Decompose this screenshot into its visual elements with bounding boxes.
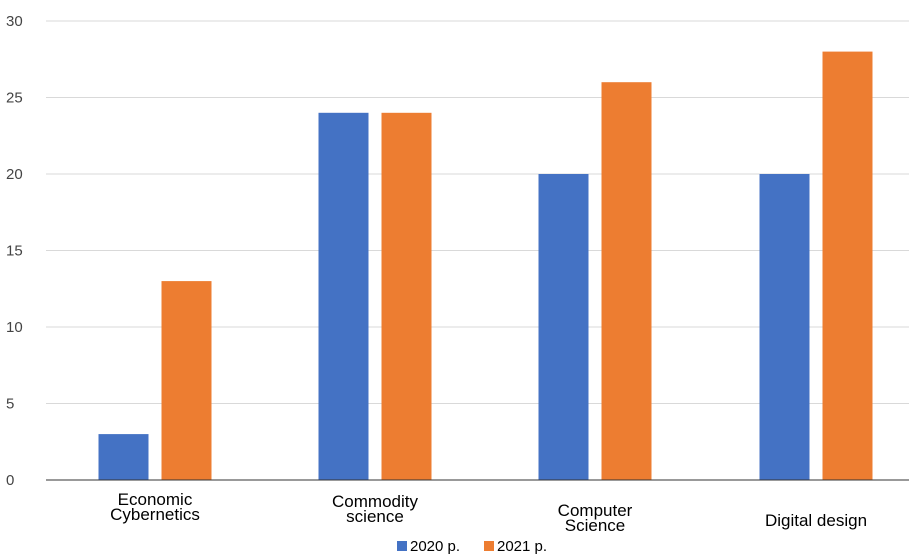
x-category-label: Economic Cybernetics: [110, 490, 200, 524]
x-category-label: Digital design: [765, 511, 867, 530]
bar-series-0-category-3[interactable]: [759, 174, 810, 480]
bar-series-0-category-1[interactable]: [318, 112, 369, 481]
x-category-label-line: Computer: [558, 501, 633, 520]
bar-series-0-category-0[interactable]: [98, 434, 149, 480]
x-category-label-line: Economic: [118, 490, 193, 509]
bar-series-1-category-2[interactable]: [601, 82, 652, 480]
legend[interactable]: 2020 р. 2021 р.: [397, 538, 547, 555]
bar-series-0-category-2[interactable]: [538, 174, 589, 480]
bar-series-1-category-0[interactable]: [161, 281, 212, 480]
y-tick-label: 30: [6, 13, 23, 30]
bars: [98, 51, 873, 481]
x-category-label: Computer Science: [558, 501, 633, 535]
x-category-label-line: Science: [565, 516, 625, 535]
legend-label: 2020 р.: [410, 538, 460, 555]
legend-swatch: [484, 541, 494, 551]
y-tick-label: 15: [6, 243, 23, 260]
x-axis-categories: Economic Cybernetics Commodity science Compu…: [110, 490, 867, 535]
x-category-label-line: Digital design: [765, 511, 867, 530]
x-category-label: Commodity science: [332, 492, 418, 526]
y-axis-ticks: 0 5 10 15 20 25 30: [6, 13, 23, 489]
x-category-label-line: Commodity: [332, 492, 418, 511]
legend-label: 2021 р.: [497, 538, 547, 555]
legend-swatch: [397, 541, 407, 551]
y-tick-label: 5: [6, 396, 14, 413]
x-category-label-line: Cybernetics: [110, 505, 200, 524]
y-tick-label: 20: [6, 166, 23, 183]
x-category-label-line: science: [346, 507, 404, 526]
y-tick-label: 25: [6, 90, 23, 107]
y-tick-label: 0: [6, 472, 14, 489]
bar-series-1-category-3[interactable]: [822, 51, 873, 480]
y-tick-label: 10: [6, 319, 23, 336]
bar-series-1-category-1[interactable]: [381, 112, 432, 481]
